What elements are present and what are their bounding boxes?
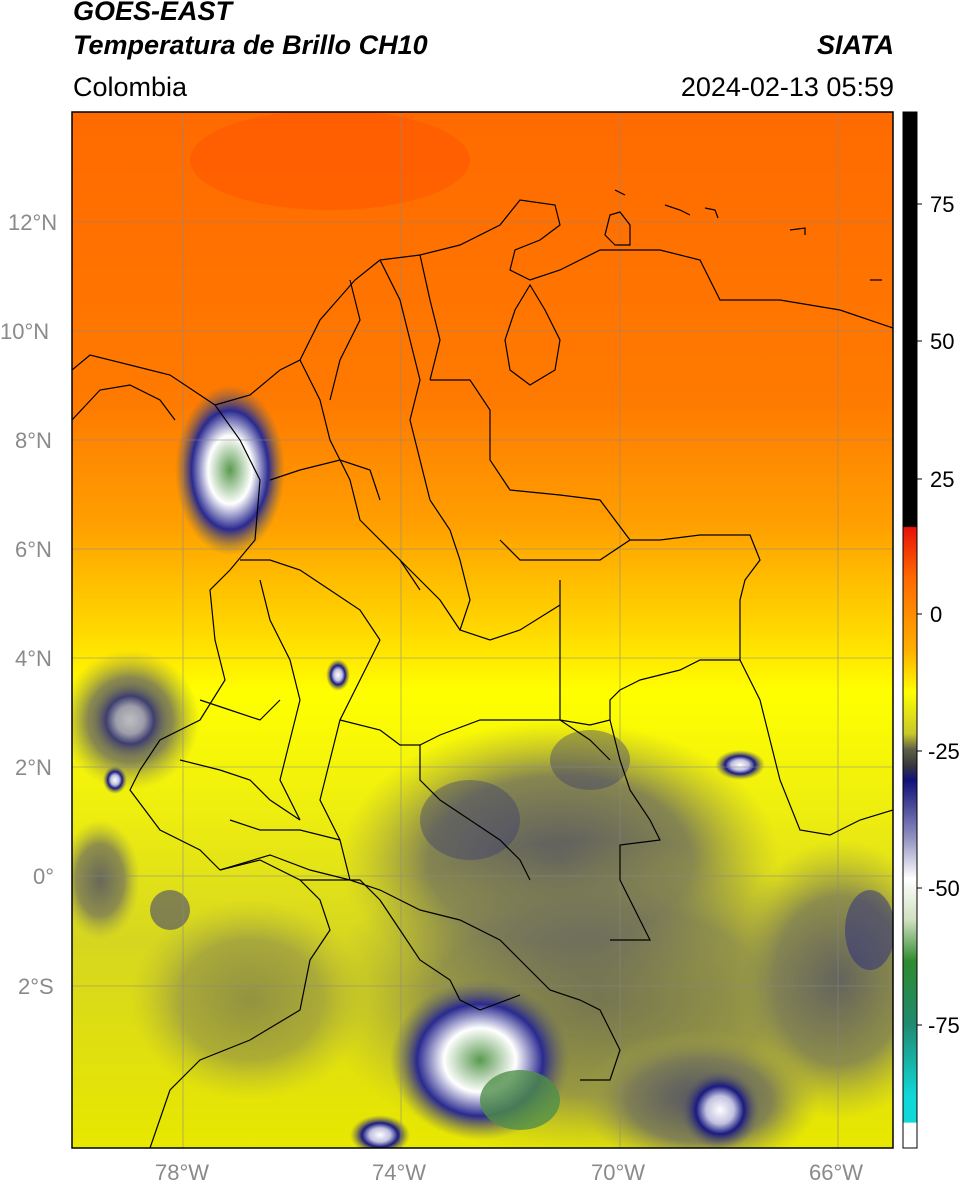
agency-label: SIATA bbox=[817, 30, 894, 60]
satellite-title: GOES-EAST bbox=[73, 0, 233, 26]
borders bbox=[72, 189, 893, 1148]
product-title: Temperatura de Brillo CH10 bbox=[73, 30, 428, 60]
colorbar-label-neg75: -75 bbox=[928, 1013, 960, 1038]
lon-label-70w: 70°W bbox=[591, 1160, 646, 1185]
colorbar-label-25: 25 bbox=[930, 467, 955, 492]
lat-label-10n: 10°N bbox=[0, 319, 50, 344]
colorbar-label-0: 0 bbox=[930, 602, 943, 627]
lat-label-8n: 8°N bbox=[15, 428, 52, 453]
lat-label-0: 0° bbox=[33, 864, 55, 889]
lon-label-78w: 78°W bbox=[155, 1160, 210, 1185]
lat-label-4n: 4°N bbox=[15, 646, 52, 671]
lat-label-2s: 2°S bbox=[18, 974, 54, 999]
lat-label-6n: 6°N bbox=[15, 537, 52, 562]
colorbar-label-75: 75 bbox=[930, 192, 955, 217]
lat-label-2n: 2°N bbox=[15, 755, 52, 780]
colorbar-frame bbox=[902, 111, 918, 1149]
lat-label-12n: 12°N bbox=[8, 210, 58, 235]
colorbar-label-neg25: -25 bbox=[928, 739, 960, 764]
datetime-label: 2024-02-13 05:59 bbox=[680, 72, 894, 102]
convective-cell-north bbox=[175, 385, 285, 555]
lon-label-74w: 74°W bbox=[372, 1160, 427, 1185]
colorbar bbox=[903, 112, 917, 1148]
region-label: Colombia bbox=[73, 72, 188, 102]
map-frame bbox=[71, 111, 894, 1149]
colorbar-label-50: 50 bbox=[930, 329, 955, 354]
colorbar-ticks bbox=[917, 203, 922, 1026]
colorbar-label-neg50: -50 bbox=[928, 876, 960, 901]
lon-label-66w: 66°W bbox=[809, 1160, 864, 1185]
